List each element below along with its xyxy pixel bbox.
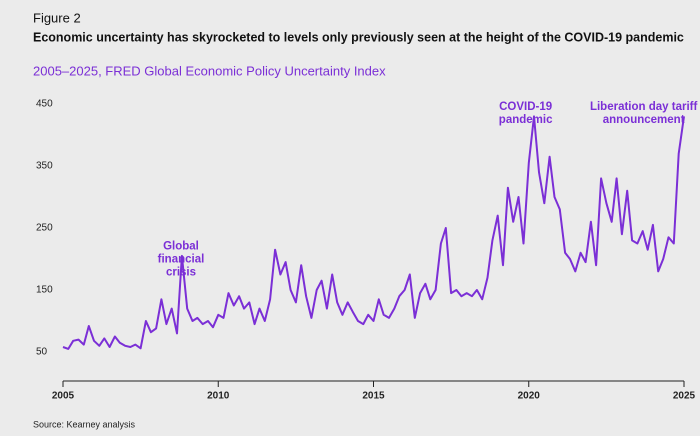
y-tick-label: 50 — [36, 347, 48, 358]
figure-label: Figure 2 — [33, 10, 81, 25]
source: Source: Kearney analysis — [33, 419, 136, 429]
chart-subtitle: 2005–2025, FRED Global Economic Policy U… — [33, 63, 386, 78]
annotation: crisis — [166, 267, 196, 279]
annotation: financial — [158, 254, 205, 266]
annotation: Liberation day tariff — [590, 101, 698, 113]
x-tick-label: 2025 — [673, 391, 696, 402]
chart-title: Economic uncertainty has skyrocketed to … — [33, 30, 684, 44]
x-tick-label: 2005 — [52, 391, 75, 402]
y-tick-label: 450 — [36, 99, 53, 110]
x-tick-label: 2010 — [207, 391, 230, 402]
y-tick-label: 250 — [36, 223, 53, 234]
annotation: announcement — [603, 114, 685, 126]
series-line — [62, 115, 685, 350]
y-tick-label: 150 — [36, 285, 53, 296]
annotation: Global — [163, 241, 199, 253]
annotation: COVID-19 — [499, 101, 552, 113]
x-tick-label: 2020 — [518, 391, 541, 402]
annotation: pandemic — [499, 114, 553, 126]
x-tick-label: 2015 — [362, 391, 385, 402]
y-tick-label: 350 — [36, 161, 53, 172]
